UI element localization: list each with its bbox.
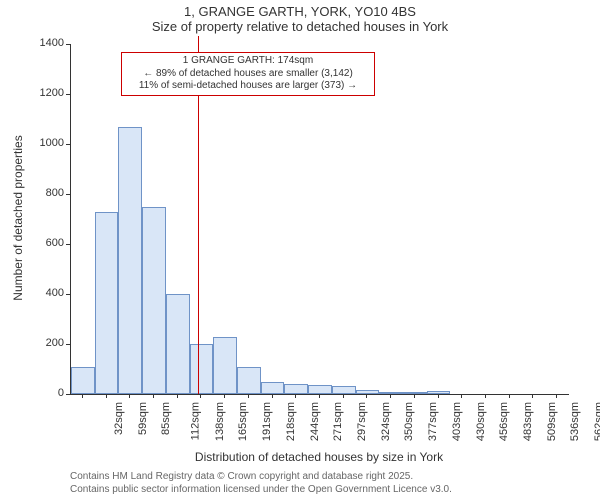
x-tick-label: 430sqm [475, 402, 487, 441]
x-tick-mark [319, 394, 320, 398]
histogram-bar [261, 382, 285, 395]
x-tick-label: 509sqm [546, 402, 558, 441]
histogram-bar [308, 385, 332, 395]
histogram-bar [284, 384, 308, 394]
y-tick-mark [66, 244, 70, 245]
y-tick-label: 600 [28, 237, 64, 249]
annotation-title: 1 GRANGE GARTH: 174sqm [126, 55, 370, 68]
x-tick-mark [438, 394, 439, 398]
x-tick-label: 562sqm [593, 402, 600, 441]
x-tick-label: 85sqm [160, 402, 172, 435]
y-tick-mark [66, 344, 70, 345]
x-tick-mark [343, 394, 344, 398]
x-tick-mark [129, 394, 130, 398]
histogram-bar [403, 392, 427, 394]
y-tick-label: 1000 [28, 137, 64, 149]
x-tick-label: 403sqm [451, 402, 463, 441]
y-tick-mark [66, 94, 70, 95]
y-tick-label: 800 [28, 187, 64, 199]
x-tick-mark [248, 394, 249, 398]
y-tick-mark [66, 194, 70, 195]
y-tick-mark [66, 394, 70, 395]
footnote-block: Contains HM Land Registry data © Crown c… [70, 470, 452, 496]
histogram-bar [71, 367, 95, 395]
histogram-bar [332, 386, 356, 394]
histogram-bar [190, 344, 214, 394]
y-tick-mark [66, 294, 70, 295]
x-tick-label: 165sqm [238, 402, 250, 441]
footnote-line-1: Contains HM Land Registry data © Crown c… [70, 470, 452, 483]
x-tick-label: 536sqm [570, 402, 582, 441]
x-tick-mark [390, 394, 391, 398]
x-tick-label: 59sqm [137, 402, 149, 435]
x-tick-mark [272, 394, 273, 398]
x-tick-mark [532, 394, 533, 398]
y-tick-mark [66, 144, 70, 145]
x-tick-label: 350sqm [404, 402, 416, 441]
histogram-bar [95, 212, 119, 395]
x-tick-label: 377sqm [427, 402, 439, 441]
y-tick-label: 1200 [28, 87, 64, 99]
x-tick-label: 483sqm [522, 402, 534, 441]
x-tick-label: 456sqm [498, 402, 510, 441]
x-tick-mark [177, 394, 178, 398]
x-tick-mark [509, 394, 510, 398]
y-tick-label: 1400 [28, 37, 64, 49]
histogram-bar [166, 294, 190, 394]
x-tick-mark [556, 394, 557, 398]
y-tick-label: 400 [28, 287, 64, 299]
x-tick-mark [414, 394, 415, 398]
histogram-bar [237, 367, 261, 395]
x-tick-mark [366, 394, 367, 398]
annotation-box: 1 GRANGE GARTH: 174sqm ← 89% of detached… [121, 52, 375, 96]
x-tick-label: 271sqm [332, 402, 344, 441]
y-tick-label: 0 [28, 387, 64, 399]
x-tick-label: 138sqm [214, 402, 226, 441]
x-tick-label: 218sqm [285, 402, 297, 441]
x-tick-label: 112sqm [189, 402, 201, 440]
x-tick-mark [461, 394, 462, 398]
annotation-larger: 11% of semi-detached houses are larger (… [126, 80, 370, 93]
histogram-bar [142, 207, 166, 395]
x-tick-mark [295, 394, 296, 398]
x-tick-mark [224, 394, 225, 398]
y-tick-label: 200 [28, 337, 64, 349]
x-tick-label: 297sqm [356, 402, 368, 441]
x-tick-label: 191sqm [261, 402, 273, 441]
x-tick-mark [153, 394, 154, 398]
x-tick-label: 244sqm [309, 402, 321, 441]
y-tick-mark [66, 44, 70, 45]
footnote-line-2: Contains public sector information licen… [70, 483, 452, 496]
histogram-plot-area: 1 GRANGE GARTH: 174sqm ← 89% of detached… [70, 44, 569, 395]
chart-title-line1: 1, GRANGE GARTH, YORK, YO10 4BS [0, 0, 600, 19]
y-axis-label: Number of detached properties [11, 43, 25, 393]
x-tick-label: 324sqm [380, 402, 392, 441]
x-tick-mark [82, 394, 83, 398]
x-tick-label: 32sqm [113, 402, 125, 435]
x-tick-mark [485, 394, 486, 398]
chart-title-line2: Size of property relative to detached ho… [0, 19, 600, 34]
histogram-bar [213, 337, 237, 395]
annotation-smaller: ← 89% of detached houses are smaller (3,… [126, 68, 370, 81]
histogram-bar [118, 127, 142, 395]
x-tick-mark [200, 394, 201, 398]
x-axis-label: Distribution of detached houses by size … [70, 450, 568, 464]
x-tick-mark [106, 394, 107, 398]
